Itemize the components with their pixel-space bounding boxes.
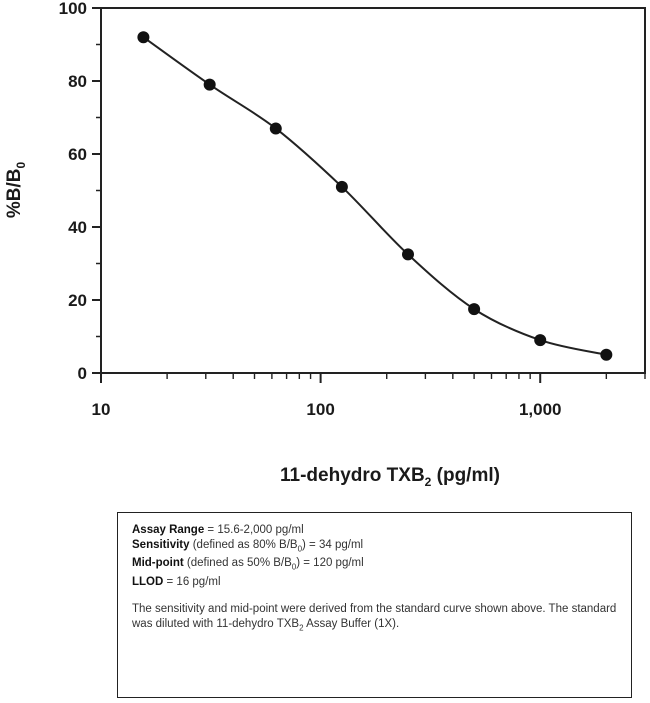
- assay-range-value: = 15.6-2,000 pg/ml: [204, 524, 304, 536]
- y-tick-label: 100: [59, 0, 87, 18]
- sensitivity-pre: (defined as 80% B/B: [189, 539, 298, 551]
- x-axis-title-sub: 2: [425, 475, 432, 489]
- llod-label: LLOD: [132, 575, 164, 588]
- data-point: [269, 122, 282, 135]
- midpoint-post: ) = 120 pg/ml: [296, 557, 364, 570]
- x-axis-title-suffix: (pg/ml): [431, 465, 500, 486]
- x-axis-title-main: 11-dehydro TXB: [280, 465, 425, 486]
- note-post: Assay Buffer (1X).: [303, 617, 400, 630]
- midpoint-sub: 0: [291, 562, 297, 572]
- midpoint-line: Mid-point (defined as 50% B/B0) = 120 pg…: [132, 556, 617, 574]
- assay-info-box: Assay Range = 15.6-2,000 pg/ml Sensitivi…: [117, 512, 632, 698]
- assay-range-label: Assay Range: [132, 524, 205, 536]
- sensitivity-label: Sensitivity: [132, 539, 190, 551]
- y-axis-title-sub: 0: [14, 162, 28, 169]
- x-tick-label: 10: [92, 400, 111, 419]
- axes: [100, 7, 646, 374]
- note-pre: The sensitivity and mid-point were deriv…: [132, 602, 617, 630]
- data-point: [203, 78, 216, 91]
- sensitivity-line: Sensitivity (defined as 80% B/B0) = 34 p…: [132, 538, 617, 556]
- data-point: [402, 248, 415, 261]
- y-tick-label: 80: [68, 72, 87, 91]
- plot-frame: [100, 7, 646, 374]
- x-tick-label: 100: [306, 400, 334, 419]
- assay-range-line: Assay Range = 15.6-2,000 pg/ml: [132, 523, 617, 538]
- y-axis-title: %B/B0: [4, 162, 28, 219]
- curve-note: The sensitivity and mid-point were deriv…: [132, 602, 617, 635]
- y-tick-label: 60: [68, 145, 87, 164]
- x-tick-label: 1,000: [519, 400, 562, 419]
- data-point: [468, 303, 481, 316]
- ticks: 0 20 40 60 80 100 10 100 1,000: [59, 0, 646, 419]
- sensitivity-sub: 0: [297, 544, 303, 554]
- data-point: [600, 348, 613, 361]
- note-sub: 2: [299, 622, 304, 632]
- data-point: [335, 180, 348, 193]
- llod-value: = 16 pg/ml: [163, 575, 221, 588]
- y-tick-label: 40: [68, 218, 87, 237]
- y-tick-label: 20: [68, 291, 87, 310]
- y-axis-title-main: %B/B: [4, 169, 25, 219]
- sensitivity-post: ) = 34 pg/ml: [302, 539, 364, 551]
- y-tick-label: 0: [78, 364, 87, 383]
- x-axis-title: 11-dehydro TXB2 (pg/ml): [280, 465, 500, 489]
- midpoint-label: Mid-point: [132, 557, 184, 570]
- llod-line: LLOD = 16 pg/ml: [132, 575, 617, 590]
- midpoint-pre: (defined as 50% B/B: [183, 557, 292, 570]
- data-point: [534, 334, 547, 347]
- data-point: [137, 31, 150, 44]
- data-points: [137, 31, 613, 361]
